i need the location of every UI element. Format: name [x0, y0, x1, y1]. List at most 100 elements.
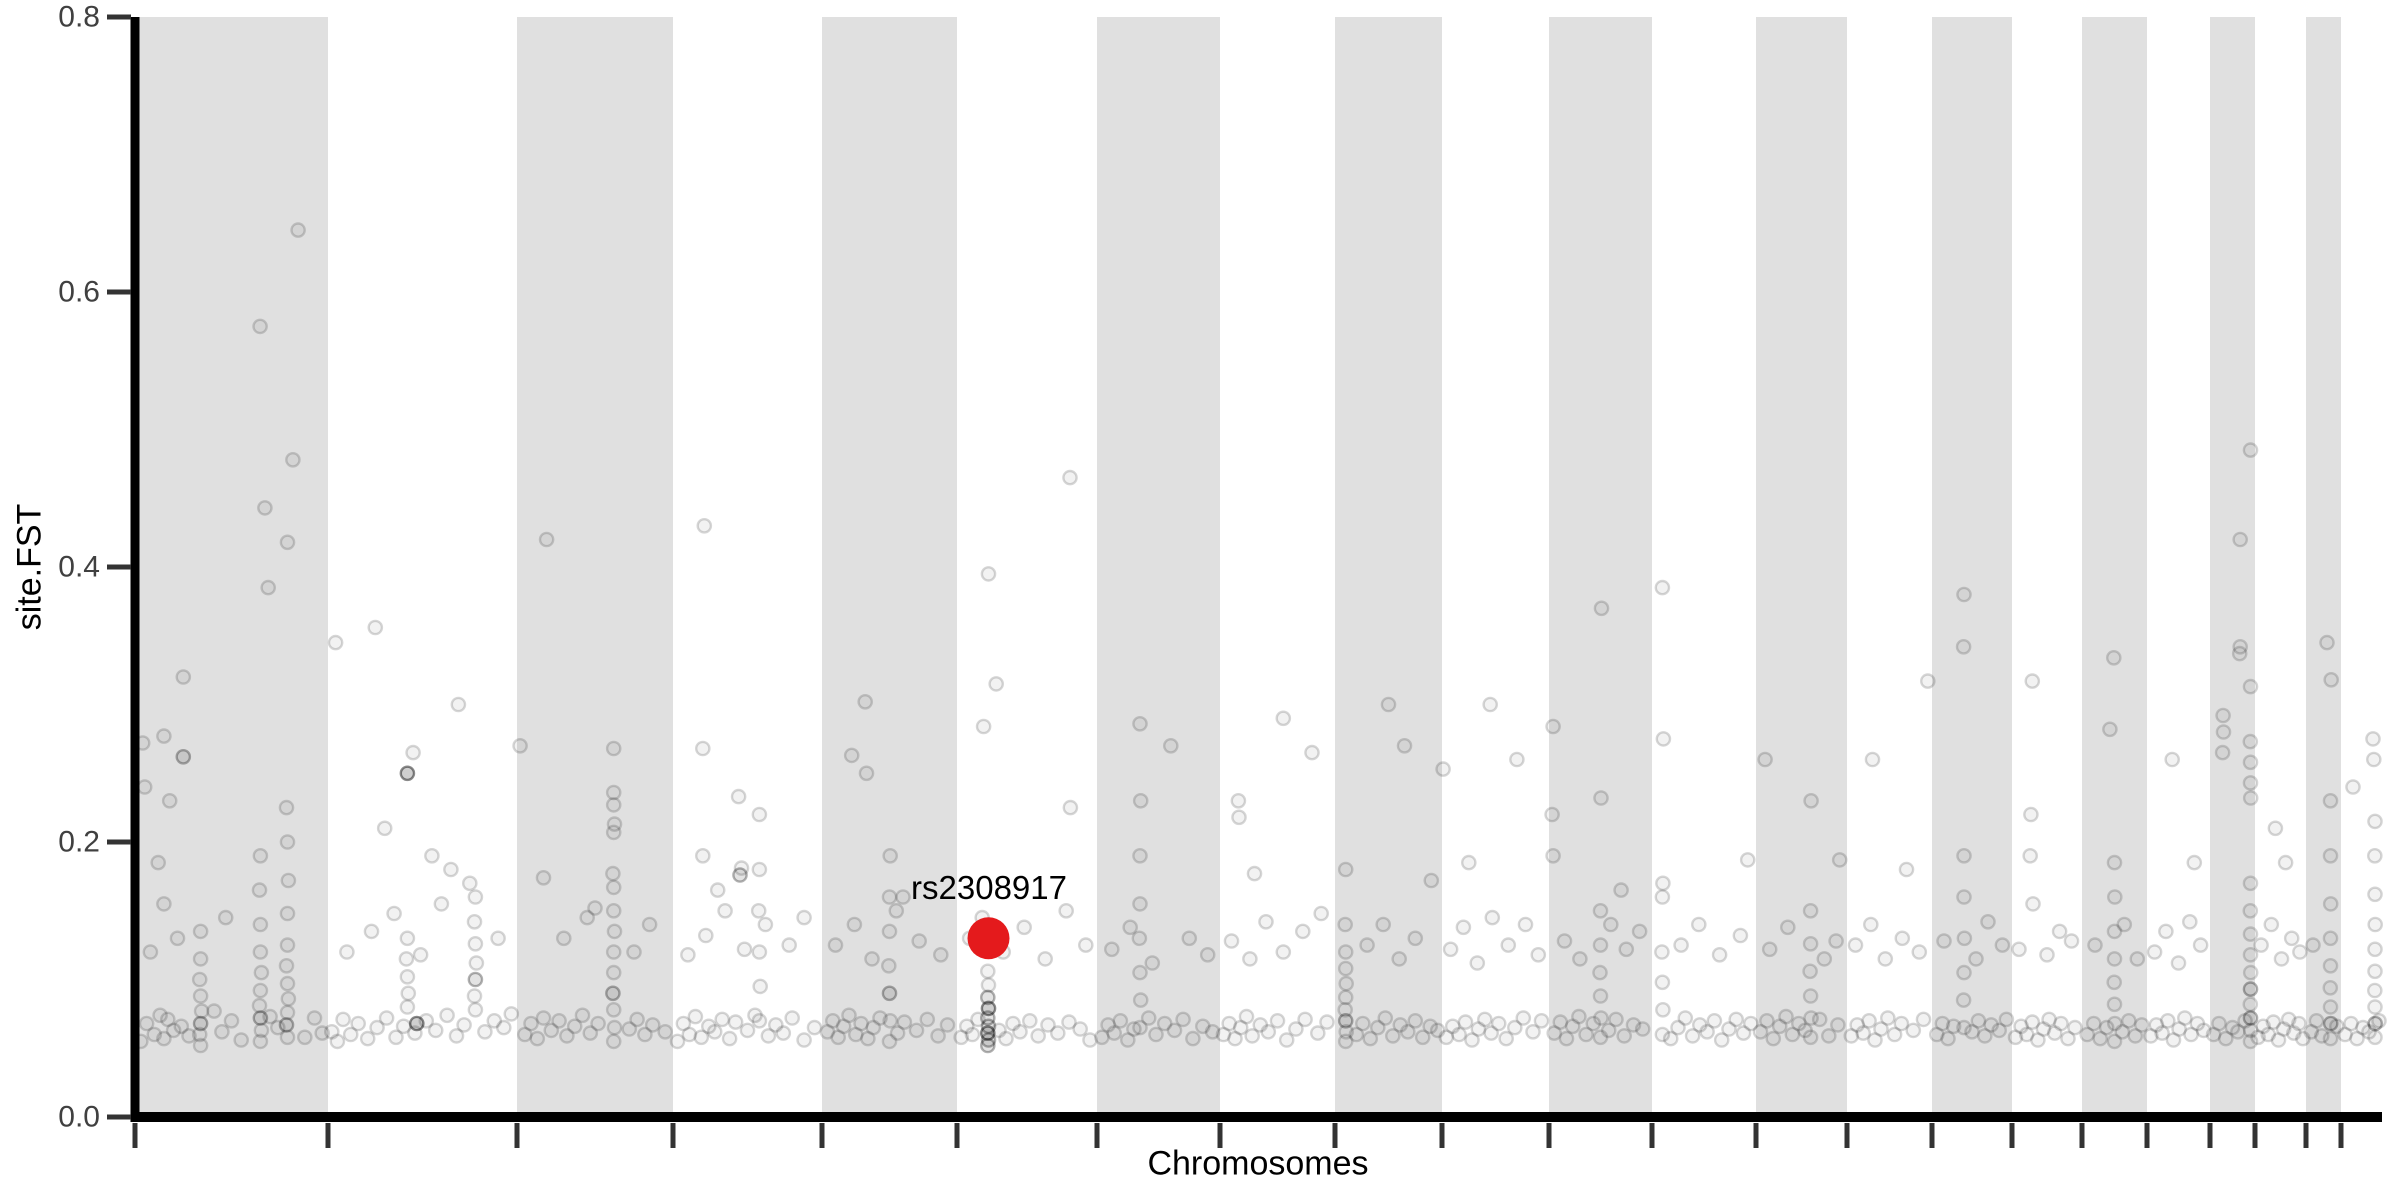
- fst-point: [1654, 579, 1671, 596]
- fst-point: [865, 1019, 882, 1036]
- fst-point: [980, 1010, 996, 1026]
- fst-point: [1843, 1028, 1860, 1044]
- fst-point: [1337, 989, 1354, 1006]
- fst-point: [908, 1022, 925, 1039]
- fst-point: [2255, 1018, 2271, 1035]
- fst-point: [1552, 1014, 1569, 1030]
- fst-point: [1223, 933, 1240, 949]
- fst-point: [1571, 1008, 1587, 1025]
- fst-point: [2242, 733, 2259, 750]
- fst-point: [1802, 988, 1819, 1004]
- fst-point: [637, 1026, 653, 1043]
- fst-point: [896, 1014, 913, 1030]
- fst-point: [280, 872, 297, 889]
- fst-point: [152, 1007, 168, 1024]
- fst-point: [1761, 941, 1778, 958]
- fst-point: [2195, 1022, 2212, 1039]
- fst-point: [1816, 951, 1833, 967]
- fst-point: [2367, 886, 2383, 903]
- fst-point: [1310, 1025, 1326, 1041]
- fst-point: [1991, 1022, 2007, 1039]
- fst-point: [590, 1015, 606, 1032]
- fst-point: [262, 1008, 278, 1025]
- fst-point: [252, 1033, 269, 1050]
- fst-point: [1012, 1024, 1028, 1040]
- fst-point: [819, 1024, 836, 1040]
- fst-point: [2189, 1015, 2206, 1032]
- fst-point: [605, 784, 622, 801]
- fst-point: [2291, 1015, 2307, 1032]
- fst-point: [2053, 1015, 2069, 1032]
- fst-point: [1864, 751, 1881, 768]
- fst-point: [1759, 1013, 1775, 1029]
- fst-point: [680, 947, 696, 963]
- chromosome-band: [1932, 17, 2012, 1122]
- fst-point: [161, 793, 178, 809]
- fst-point: [605, 879, 622, 896]
- fst-point: [796, 909, 812, 926]
- fst-point: [2328, 1018, 2345, 1035]
- fst-point: [733, 860, 750, 876]
- fst-point: [1500, 937, 1517, 953]
- fst-point: [1435, 761, 1451, 777]
- fst-point: [1464, 1032, 1480, 1048]
- fst-point: [1867, 1032, 1883, 1048]
- fst-point: [2322, 896, 2339, 912]
- fst-point: [399, 969, 416, 985]
- fst-point: [2106, 923, 2123, 940]
- fst-point: [2308, 1013, 2325, 1029]
- fst-point: [881, 923, 898, 940]
- fst-point: [369, 1019, 385, 1036]
- fst-point: [503, 1006, 520, 1022]
- fst-point: [399, 765, 416, 782]
- fst-point: [1337, 1033, 1354, 1050]
- fst-point: [278, 958, 295, 974]
- fst-point: [339, 944, 355, 960]
- fst-point: [156, 896, 172, 912]
- fst-point: [278, 799, 295, 816]
- fst-point: [881, 958, 897, 974]
- fst-point: [543, 1022, 560, 1039]
- fst-point: [1429, 1022, 1446, 1039]
- fst-point: [2215, 724, 2232, 740]
- fst-point: [796, 1032, 812, 1048]
- fst-point: [2148, 1017, 2165, 1033]
- fst-point: [456, 1017, 472, 1033]
- fst-point: [252, 318, 268, 335]
- fst-point: [2242, 875, 2259, 892]
- fst-point: [1713, 1032, 1730, 1048]
- fst-point: [538, 531, 555, 548]
- x-axis-title: Chromosomes: [1147, 1144, 1369, 1183]
- fst-point: [335, 1011, 351, 1028]
- fst-point: [461, 875, 478, 892]
- fst-point: [2232, 639, 2248, 655]
- fst-point: [2092, 1030, 2108, 1047]
- fst-point: [408, 1015, 425, 1032]
- fst-point: [1246, 865, 1263, 882]
- fst-point: [2242, 790, 2259, 806]
- fst-point: [1915, 1011, 1932, 1028]
- fst-point: [1275, 710, 1292, 727]
- fst-point: [2242, 996, 2259, 1013]
- fst-point: [621, 1021, 638, 1037]
- fst-point: [1849, 1017, 1865, 1033]
- fst-point: [1126, 1021, 1142, 1037]
- fst-point: [1304, 744, 1320, 761]
- fst-point: [2214, 744, 2231, 761]
- fst-point: [1544, 806, 1560, 823]
- fst-point: [2263, 916, 2280, 933]
- fst-point: [1455, 919, 1472, 936]
- fst-point: [2133, 1017, 2150, 1033]
- fst-point: [2215, 707, 2231, 724]
- fst-point: [2106, 854, 2123, 871]
- fst-point: [760, 1028, 777, 1044]
- fst-point: [752, 978, 769, 995]
- chromosome-band: [822, 17, 957, 1122]
- fst-point: [1442, 941, 1459, 958]
- fst-point: [1106, 1025, 1122, 1041]
- fst-point: [296, 1029, 313, 1046]
- fst-point: [329, 1033, 346, 1050]
- fst-point: [2349, 1030, 2365, 1047]
- fst-point: [2030, 1032, 2046, 1048]
- fst-point: [399, 999, 416, 1015]
